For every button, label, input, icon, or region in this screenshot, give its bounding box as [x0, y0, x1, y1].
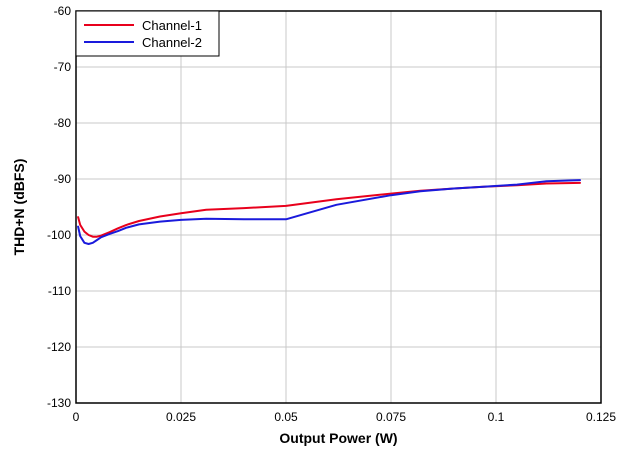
tick-labels: 0 0.025 0.05 0.075 0.1 0.125 -130 -120 -110 -100 -… — [47, 4, 616, 424]
y-tick-label: -100 — [47, 228, 71, 242]
series-line-channel-2 — [77, 179, 581, 245]
legend-label-channel-2: Channel-2 — [142, 35, 202, 50]
plot-area-frame — [75, 10, 602, 404]
y-axis-title: THD+N (dBFS) — [11, 159, 27, 256]
y-tick-label: -70 — [54, 60, 72, 74]
x-tick-label: 0.05 — [274, 410, 298, 424]
x-tick-label: 0.1 — [488, 410, 505, 424]
y-tick-label: -130 — [47, 396, 71, 410]
x-axis-title: Output Power (W) — [279, 430, 397, 446]
y-tick-label: -110 — [48, 284, 71, 298]
y-tick-label: -60 — [54, 4, 72, 18]
x-tick-label: 0 — [73, 410, 80, 424]
legend: Channel-1 Channel-2 — [75, 10, 220, 57]
y-tick-label: -90 — [54, 172, 72, 186]
y-tick-label: -120 — [47, 340, 71, 354]
legend-box — [75, 10, 220, 57]
y-tick-label: -80 — [54, 116, 72, 130]
x-tick-label: 0.075 — [376, 410, 406, 424]
x-tick-label: 0.125 — [586, 410, 616, 424]
x-tick-label: 0.025 — [166, 410, 196, 424]
data-series — [77, 179, 581, 245]
legend-label-channel-1: Channel-1 — [142, 18, 202, 33]
